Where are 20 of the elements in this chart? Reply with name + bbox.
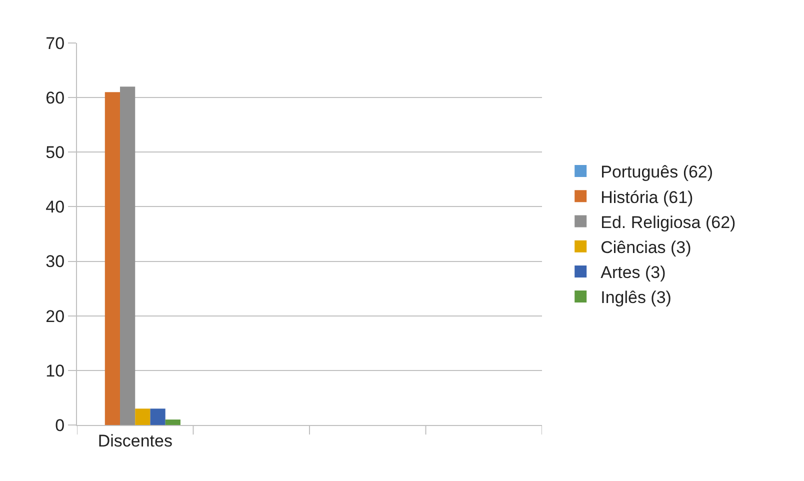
bar: [104, 92, 120, 425]
y-tick-label: 60: [46, 88, 65, 108]
bar: [120, 86, 136, 425]
x-tick-label: Discentes: [98, 431, 172, 450]
y-tick-label: 40: [46, 198, 65, 217]
bar: [150, 408, 166, 425]
legend-label: Inglês (3): [600, 288, 672, 308]
y-tick-label: 50: [46, 143, 65, 162]
legend-label: Ed. Religiosa (62): [600, 212, 736, 232]
y-tick-label: 20: [46, 306, 65, 326]
legend-label: Artes (3): [600, 263, 666, 282]
bar: [135, 408, 150, 425]
legend-label: História (61): [600, 188, 694, 207]
legend-label: Ciências (3): [600, 238, 692, 257]
y-tick-label: 70: [46, 34, 65, 53]
y-tick-label: 0: [55, 416, 65, 435]
y-tick-label: 10: [46, 361, 65, 380]
bar: [165, 420, 180, 425]
y-tick-label: 30: [46, 252, 65, 272]
legend-label: Português (62): [600, 162, 714, 182]
